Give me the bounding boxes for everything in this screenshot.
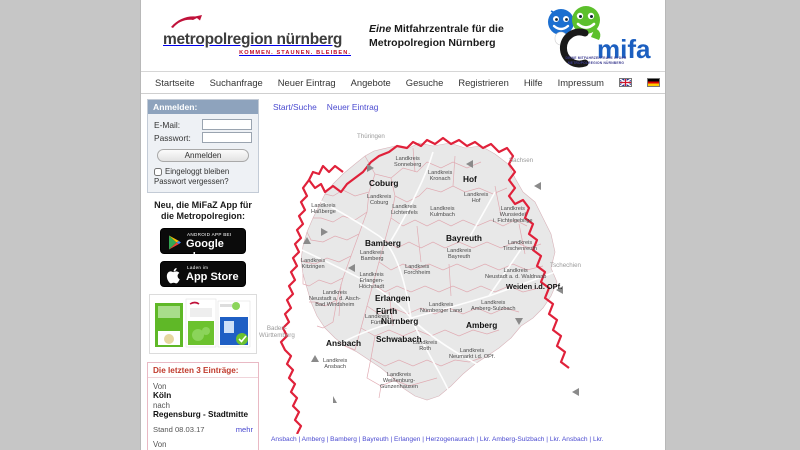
page-body: Anmelden: E-Mail: Passwort: Anmelden	[141, 94, 665, 450]
email-row: E-Mail:	[154, 119, 252, 130]
latest-entries-title: Die letzten 3 Einträge:	[148, 363, 258, 378]
main-navigation: Startseite Suchanfrage Neuer Eintrag Ang…	[141, 72, 665, 94]
tagline-line2: Metropolregion Nürnberg	[369, 37, 496, 49]
entry-from-value: Köln	[153, 391, 172, 400]
nav-item-impressum[interactable]: Impressum	[557, 77, 604, 88]
list-item[interactable]: Von Köln nach Regensburg - Stadtmitte St…	[153, 382, 253, 434]
breadcrumb-start-suche[interactable]: Start/Suche	[273, 102, 317, 112]
entry-to-value: Regensburg - Stadtmitte	[153, 410, 249, 419]
email-field[interactable]	[202, 119, 252, 130]
app-promo-line2: die Metropolregion:	[161, 211, 245, 221]
entry-footer: Stand 08.03.17 mehr	[153, 425, 253, 434]
breadcrumb: Start/Suche Neuer Eintrag	[263, 94, 665, 116]
email-label: E-Mail:	[154, 119, 181, 130]
password-row: Passwort:	[154, 132, 252, 143]
app-store-badge[interactable]: Laden im App Store	[160, 261, 246, 287]
metropolregion-logo[interactable]: metropolregion nürnberg KOMMEN. STAUNEN.…	[163, 14, 353, 56]
app-store-label: App Store	[186, 271, 239, 283]
app-store-top-text: Laden im	[187, 265, 209, 270]
stay-logged-in-row[interactable]: Eingeloggt bleiben	[154, 167, 252, 176]
nav-item-hilfe[interactable]: Hilfe	[523, 77, 543, 88]
list-item[interactable]: Von Herzogenaurach - Stadtmitte nach	[153, 440, 253, 450]
password-field[interactable]	[202, 132, 252, 143]
brand-name: metropolregion nürnberg	[163, 31, 343, 48]
flag-uk-icon	[619, 78, 632, 87]
language-switch-de[interactable]	[647, 78, 660, 87]
nav-item-suchanfrage[interactable]: Suchanfrage	[209, 77, 263, 88]
login-panel-title: Anmelden:	[148, 100, 258, 114]
nav-item-registrieren[interactable]: Registrieren	[458, 77, 509, 88]
google-play-top-text: ANDROID APP BEI	[187, 232, 232, 237]
entry-more-link[interactable]: mehr	[235, 425, 253, 434]
apple-icon	[166, 267, 183, 284]
mifaz-tagline: DEINE MITFAHRZENTRALE IN DER METROPOLREG…	[565, 56, 627, 65]
latest-entries-panel: Die letzten 3 Einträge: Von Köln nach Re…	[147, 362, 259, 450]
entry-stand: Stand 08.03.17	[153, 425, 205, 434]
latest-entries-body: Von Köln nach Regensburg - Stadtmitte St…	[148, 378, 258, 450]
brand-claim: KOMMEN. STAUNEN. BLEIBEN.	[239, 50, 351, 56]
mifaz-logo[interactable]: mifaz DEINE MITFAHRZENTRALE IN DER METRO…	[539, 6, 663, 68]
tagline-rest: Mitfahrzentrale für die	[391, 23, 504, 35]
tagline-emphasis: Eine	[369, 23, 392, 35]
app-promo-title: Neu, die MiFaZ App für die Metropolregio…	[147, 200, 259, 222]
google-play-icon	[166, 234, 183, 251]
nav-item-gesuche[interactable]: Gesuche	[405, 77, 444, 88]
login-panel: Anmelden: E-Mail: Passwort: Anmelden	[147, 99, 259, 193]
google-play-label: Google play	[186, 238, 224, 263]
entry-from-label: Von	[153, 382, 167, 391]
footer-city-links[interactable]: Ansbach | Amberg | Bamberg | Bayreuth | …	[271, 436, 604, 443]
site-header: metropolregion nürnberg KOMMEN. STAUNEN.…	[141, 0, 665, 72]
app-promo-line1: Neu, die MiFaZ App für	[154, 200, 252, 210]
google-play-badge[interactable]: ANDROID APP BEI Google play	[160, 228, 246, 263]
flag-de-icon	[647, 78, 660, 87]
nav-item-neuer-eintrag[interactable]: Neuer Eintrag	[277, 77, 336, 88]
swoosh-icon	[169, 14, 223, 30]
page-container: metropolregion nürnberg KOMMEN. STAUNEN.…	[140, 0, 666, 450]
language-switch-en[interactable]	[619, 78, 632, 87]
nav-item-angebote[interactable]: Angebote	[350, 77, 391, 88]
sidebar: Anmelden: E-Mail: Passwort: Anmelden	[141, 94, 263, 450]
breadcrumb-neuer-eintrag[interactable]: Neuer Eintrag	[326, 102, 379, 112]
newsletter-flyer-image[interactable]	[149, 294, 257, 354]
stay-logged-in-checkbox[interactable]	[154, 167, 162, 176]
stay-logged-in-label: Eingeloggt bleiben	[165, 167, 230, 176]
login-panel-body: E-Mail: Passwort: Anmelden Eingeloggt bl…	[148, 114, 258, 192]
entry-to-label: nach	[153, 401, 170, 410]
content-area: Start/Suche Neuer Eintrag	[259, 94, 665, 450]
site-tagline: Eine Mitfahrzentrale für die Metropolreg…	[369, 22, 529, 50]
region-map[interactable]: Thüringen Sachsen Tschechien Baden- Württ…	[259, 116, 665, 434]
forgot-password-link[interactable]: Passwort vergessen?	[154, 177, 229, 186]
entry-from-label: Von	[153, 440, 167, 449]
login-submit-button[interactable]: Anmelden	[157, 149, 249, 162]
nav-item-startseite[interactable]: Startseite	[155, 77, 195, 88]
password-label: Passwort:	[154, 132, 191, 143]
